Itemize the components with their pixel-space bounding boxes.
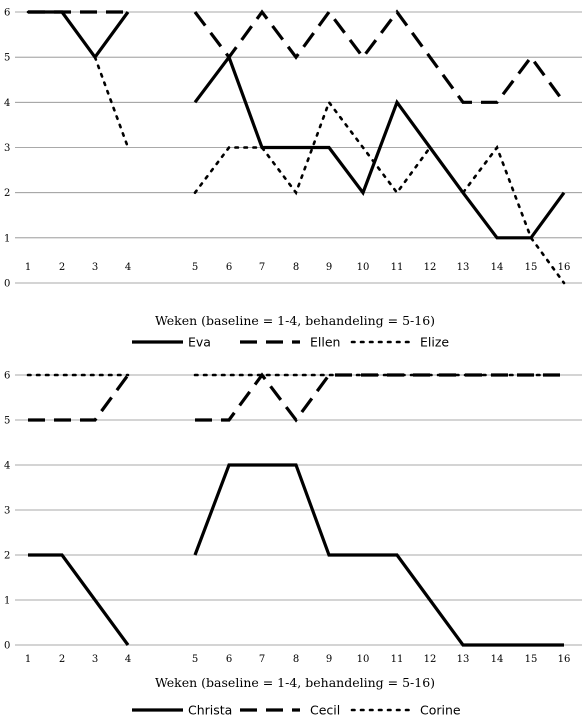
x-tick-label: 16: [558, 262, 571, 273]
x-tick-label: 7: [259, 654, 265, 665]
x-tick-label: 11: [391, 654, 404, 665]
x-tick-label: 10: [357, 654, 370, 665]
y-tick-label: 5: [4, 416, 10, 427]
y-tick-label: 1: [4, 233, 10, 244]
legend-label-corine: Corine: [420, 703, 461, 718]
series-line-eva-baseline: [28, 10, 130, 60]
x-tick-label: 8: [293, 262, 299, 273]
y-tick-label: 2: [4, 551, 10, 562]
x-tick-label: 9: [326, 654, 332, 665]
legend-label-eva: Eva: [188, 335, 211, 350]
x-tick-label: 8: [293, 654, 299, 665]
y-tick-label: 4: [4, 98, 10, 109]
x-tick-label: 13: [457, 654, 470, 665]
legend-label-ellen: Ellen: [310, 335, 340, 350]
x-tick-label: 4: [125, 262, 131, 273]
series-line-christa-treatment: [193, 463, 564, 647]
legend-label-cecil: Cecil: [310, 703, 340, 718]
series-line-cecil-treatment: [195, 372, 564, 423]
x-tick-label: 5: [192, 654, 198, 665]
y-tick-label: 6: [4, 371, 10, 382]
x-tick-label: 4: [125, 654, 131, 665]
x-tick-label: 11: [391, 262, 404, 273]
y-tick-label: 1: [4, 596, 10, 607]
legend-label-elize: Elize: [420, 335, 449, 350]
y-tick-label: 3: [4, 143, 10, 154]
series-line-christa-baseline: [28, 553, 130, 646]
y-tick-label: 0: [4, 279, 10, 290]
x-tick-label: 14: [491, 262, 504, 273]
x-tick-label: 3: [92, 262, 98, 273]
y-tick-label: 0: [4, 641, 10, 652]
x-tick-label: 12: [424, 654, 437, 665]
x-tick-label: 5: [192, 262, 198, 273]
x-tick-label: 14: [491, 654, 504, 665]
legend-label-christa: Christa: [188, 703, 232, 718]
series-line-elize-baseline: [26, 10, 130, 149]
x-tick-label: 1: [25, 654, 31, 665]
series-line-elize-treatment: [193, 99, 566, 285]
y-tick-label: 5: [4, 53, 10, 64]
x-tick-label: 6: [226, 262, 232, 273]
x-tick-label: 15: [525, 654, 538, 665]
x-axis-label: Weken (baseline = 1-4, behandeling = 5-1…: [155, 675, 435, 690]
x-tick-label: 15: [525, 262, 538, 273]
x-tick-label: 16: [558, 654, 571, 665]
x-axis-label: Weken (baseline = 1-4, behandeling = 5-1…: [155, 313, 435, 328]
x-tick-label: 3: [92, 654, 98, 665]
x-tick-label: 1: [25, 262, 31, 273]
x-tick-label: 2: [59, 262, 65, 273]
y-tick-label: 3: [4, 506, 10, 517]
x-tick-label: 7: [259, 262, 265, 273]
y-tick-label: 2: [4, 188, 10, 199]
y-tick-label: 4: [4, 461, 10, 472]
x-tick-label: 9: [326, 262, 332, 273]
x-tick-label: 12: [424, 262, 437, 273]
x-tick-label: 6: [226, 654, 232, 665]
x-tick-label: 10: [357, 262, 370, 273]
y-tick-label: 6: [4, 8, 10, 19]
x-tick-label: 13: [457, 262, 470, 273]
series-line-cecil-baseline: [28, 374, 130, 422]
series-line-eva-treatment: [193, 53, 566, 240]
x-tick-label: 2: [59, 654, 65, 665]
